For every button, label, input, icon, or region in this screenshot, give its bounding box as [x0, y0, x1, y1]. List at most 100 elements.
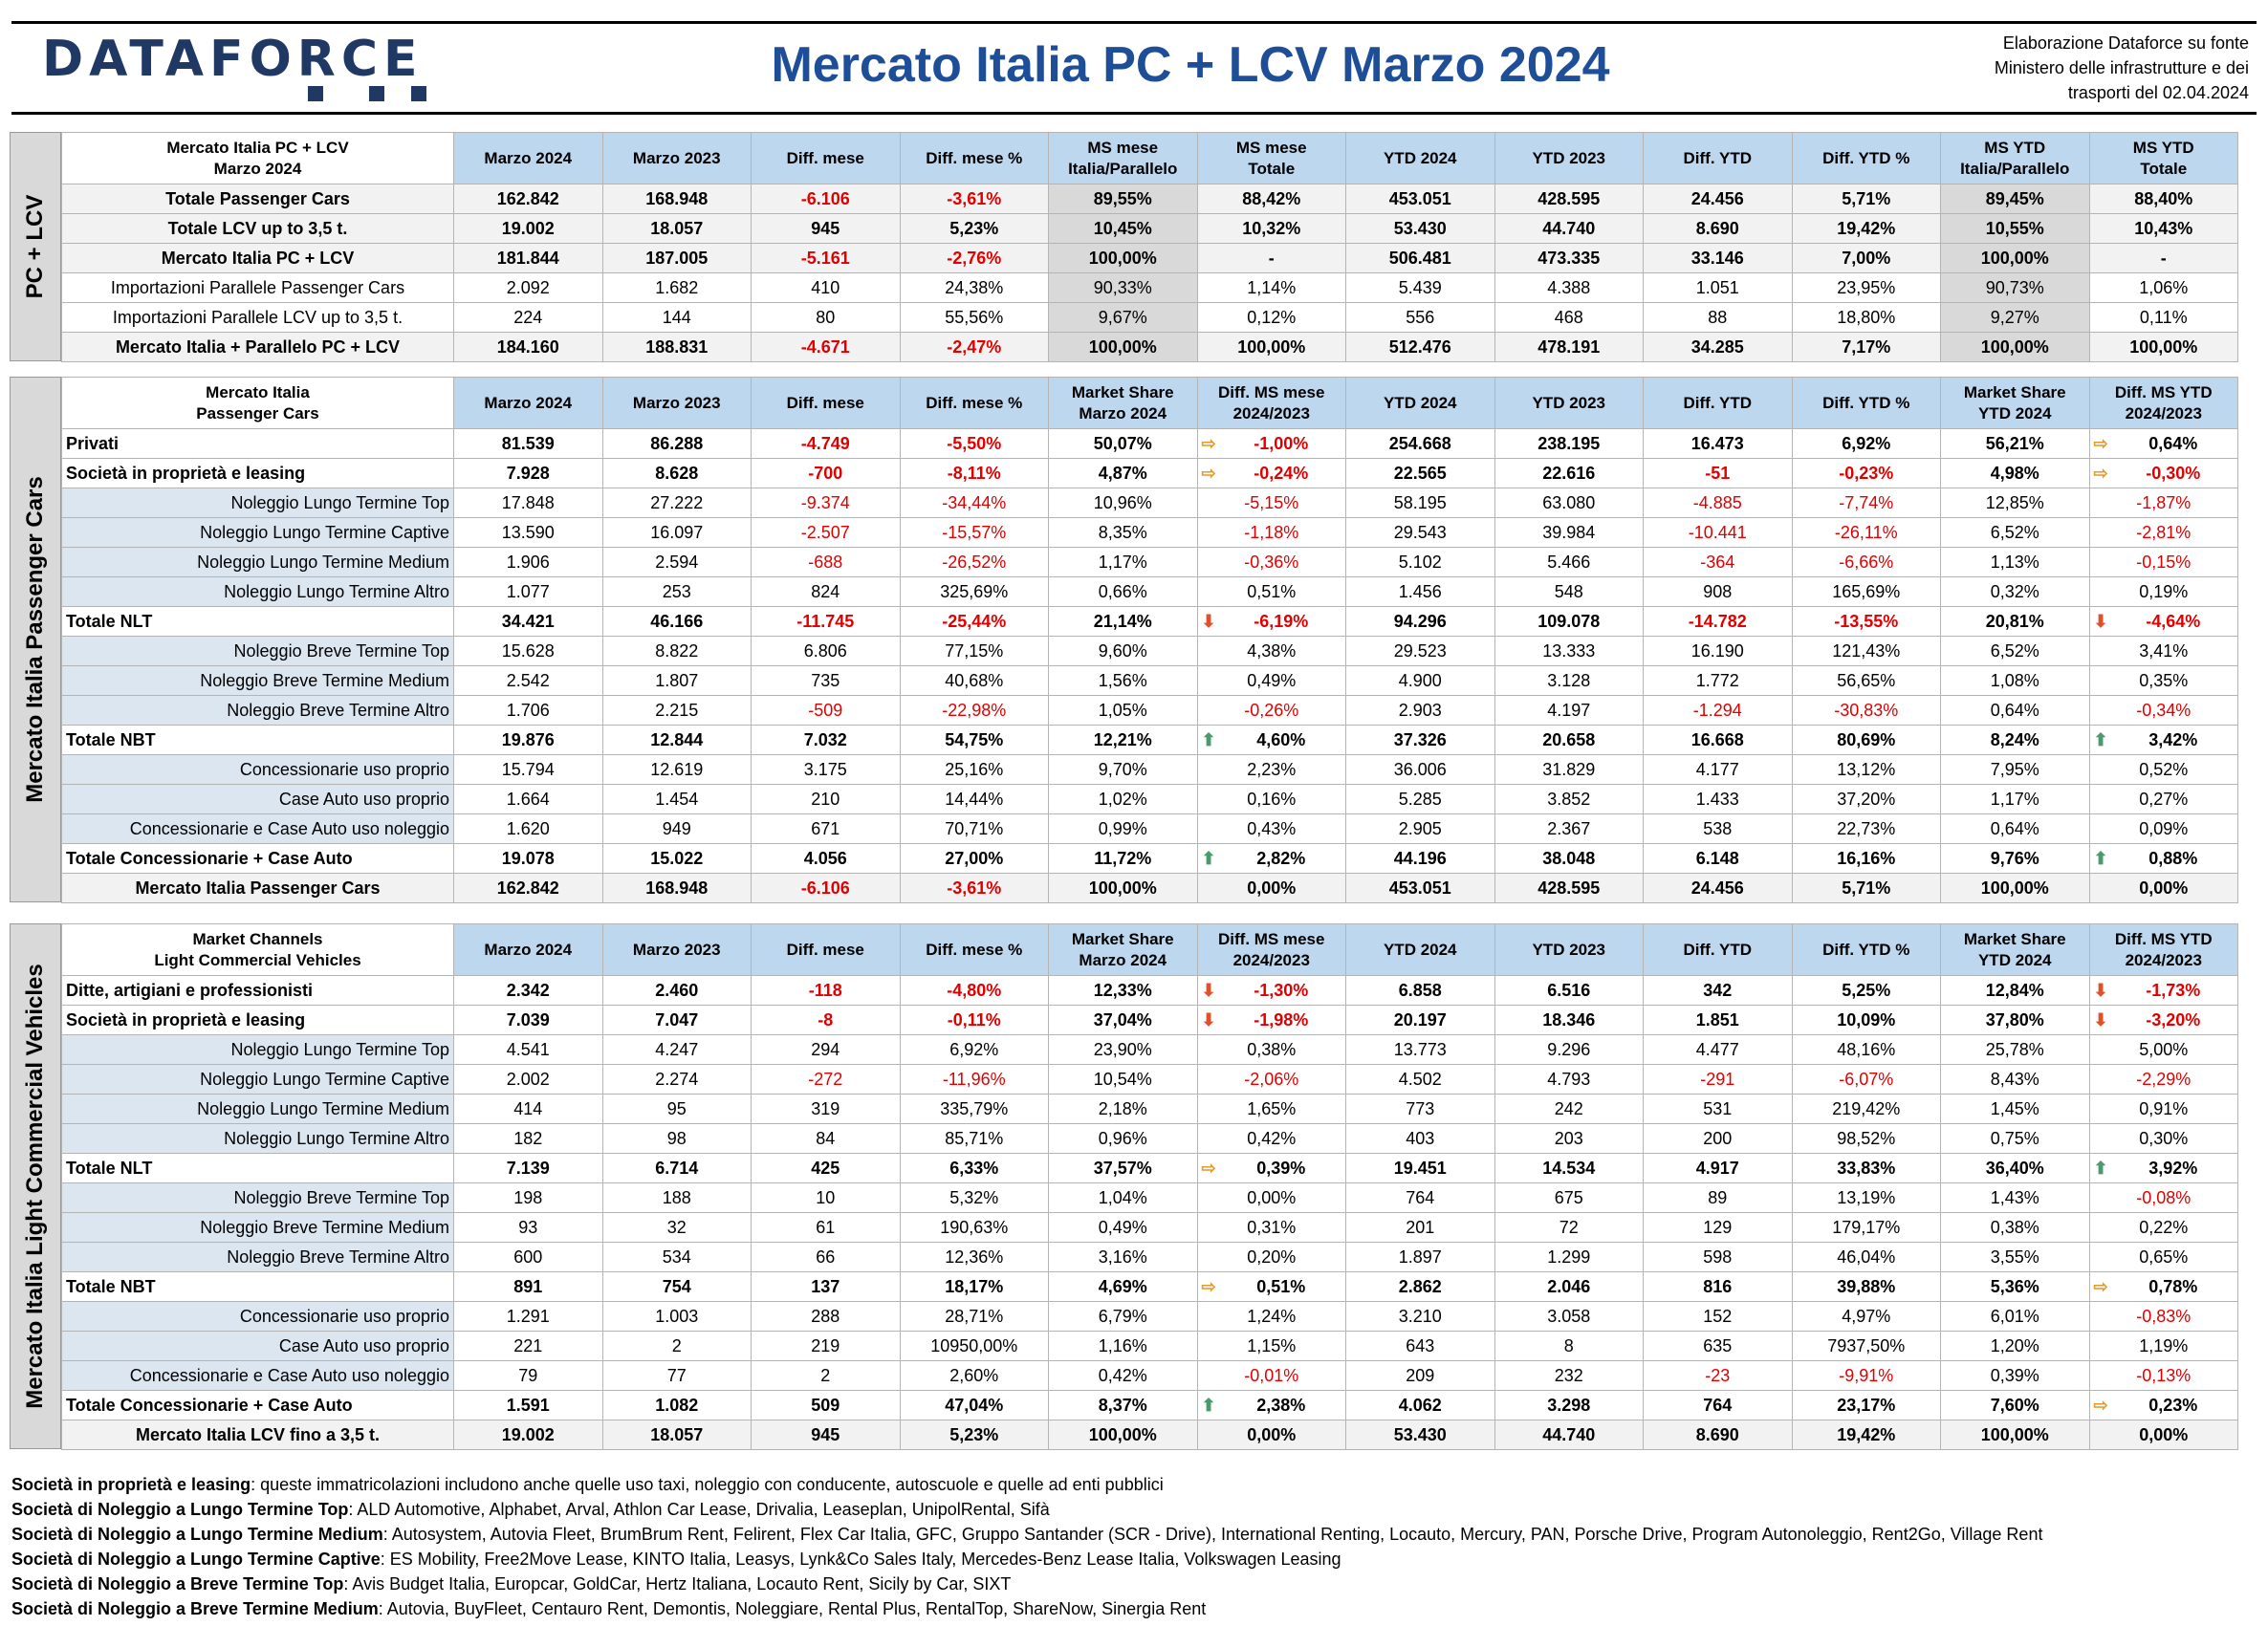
row-label: Importazioni Parallele LCV up to 3,5 t. [61, 302, 454, 333]
column-header: Market Share YTD 2024 [1940, 377, 2090, 429]
table-cell: 95 [601, 1094, 752, 1124]
table-cell: 1.772 [1643, 665, 1793, 696]
table-cell: 85,71% [899, 1123, 1049, 1154]
table-row: Mercato Italia Passenger Cars 162.842 168.… [61, 873, 2238, 903]
footnote-line: Società di Noleggio a Breve Termine Medi… [11, 1596, 2042, 1621]
table-cell: -6.106 [751, 184, 901, 214]
table-cell: 9.296 [1494, 1034, 1644, 1065]
table-cell: 0,00% [2088, 873, 2238, 903]
table-row: Società in proprietà e leasing 7.039 7.047… [61, 1005, 2238, 1035]
arrow-right-icon: ⇨ [1201, 1158, 1216, 1178]
table-cell: ⇨ -1,00% [1196, 428, 1346, 459]
table-cell: -4,80% [899, 975, 1049, 1006]
table-cell: -3,61% [899, 873, 1049, 903]
table-cell: -11,96% [899, 1064, 1049, 1095]
table-row: Totale Concessionarie + Case Auto 19.078 1… [61, 843, 2238, 874]
table-cell: 18.057 [601, 213, 752, 244]
table-cell: 0,09% [2088, 813, 2238, 844]
table-cell: 7.047 [601, 1005, 752, 1035]
table-cell: 19.002 [453, 1420, 603, 1450]
table-cell: -0,23% [1791, 458, 1941, 488]
table-cell: 90,73% [1940, 272, 2090, 303]
table-cell: 8.690 [1643, 1420, 1793, 1450]
table-cell: 6.806 [751, 636, 901, 666]
row-label: Ditte, artigiani e professionisti [61, 975, 454, 1006]
table-row: Concessionarie e Case Auto uso noleggio 7… [61, 1360, 2238, 1391]
table-cell: -10.441 [1643, 517, 1793, 548]
table-cell: 0,30% [2088, 1123, 2238, 1154]
table-cell: 8,43% [1940, 1064, 2090, 1095]
table-cell: 10,45% [1048, 213, 1198, 244]
table-cell: 11,72% [1048, 843, 1198, 874]
table-cell: 13.333 [1494, 636, 1644, 666]
row-label: Società in proprietà e leasing [61, 458, 454, 488]
table-cell: 200 [1643, 1123, 1793, 1154]
table-cell: -25,44% [899, 606, 1049, 637]
table-cell: -5,15% [1196, 488, 1346, 518]
cell-value: 4,60% [1256, 729, 1306, 749]
table-cell: 37,04% [1048, 1005, 1198, 1035]
table-cell: 46,04% [1791, 1242, 1941, 1272]
table-cell: 773 [1345, 1094, 1495, 1124]
table-cell: 15.628 [453, 636, 603, 666]
table-cell: 63.080 [1494, 488, 1644, 518]
table-cell: 18.346 [1494, 1005, 1644, 1035]
table-cell: 24,38% [899, 272, 1049, 303]
table-cell: 10,54% [1048, 1064, 1198, 1095]
column-header: Marzo 2024 [453, 377, 603, 429]
footnote-line: Società di Noleggio a Lungo Termine Medi… [11, 1522, 2042, 1547]
table-cell: 36,40% [1940, 1153, 2090, 1183]
source-line: Ministero delle infrastrutture e dei [1994, 58, 2249, 77]
table-cell: 506.481 [1345, 243, 1495, 273]
table-cell: 5,71% [1791, 184, 1941, 214]
cell-value: -1,30% [1254, 980, 1309, 1000]
table-row: Noleggio Breve Termine Top 15.628 8.822 6.8… [61, 636, 2238, 666]
table-title: Mercato Italia PC + LCV Marzo 2024 [61, 132, 454, 184]
cell-value: 0,23% [2148, 1395, 2198, 1415]
table-cell: 6.858 [1345, 975, 1495, 1006]
table-cell: -8 [751, 1005, 901, 1035]
table-cell: 16,16% [1791, 843, 1941, 874]
table-cell: -14.782 [1643, 606, 1793, 637]
table-cell: 335,79% [899, 1094, 1049, 1124]
table-cell: ⬇ -3,20% [2088, 1005, 2238, 1035]
table-cell: ⬆ 3,92% [2088, 1153, 2238, 1183]
table-cell: 14.534 [1494, 1153, 1644, 1183]
table-row: Mercato Italia LCV fino a 3,5 t. 19.002 18… [61, 1420, 2238, 1450]
table-cell: 18.057 [601, 1420, 752, 1450]
table-cell: 949 [601, 813, 752, 844]
table-title: Mercato Italia Passenger Cars [61, 377, 454, 429]
table-row: Mercato Italia + Parallelo PC + LCV 184.1… [61, 332, 2238, 362]
table-cell: 0,19% [2088, 576, 2238, 607]
column-header: Diff. MS YTD 2024/2023 [2088, 377, 2238, 429]
section-lcv: Mercato Italia Light Commercial Vehicles… [10, 923, 2257, 1450]
table-cell: 0,00% [1196, 1182, 1346, 1213]
table-cell: 12,33% [1048, 975, 1198, 1006]
table-cell: -0,83% [2088, 1301, 2238, 1332]
table-cell: ⬇ -1,30% [1196, 975, 1346, 1006]
row-label: Totale Concessionarie + Case Auto [61, 843, 454, 874]
row-label: Mercato Italia PC + LCV [61, 243, 454, 273]
table-cell: 32 [601, 1212, 752, 1243]
table-cell: 1,16% [1048, 1331, 1198, 1361]
table-cell: 1.454 [601, 784, 752, 814]
table-row: Noleggio Lungo Termine Medium 1.906 2.594-… [61, 547, 2238, 577]
table-cell: 2.342 [453, 975, 603, 1006]
table-cell: 254.668 [1345, 428, 1495, 459]
section-side-label: Mercato Italia Passenger Cars [10, 377, 61, 902]
table-row: Concessionarie uso proprio 1.291 1.003 288 2… [61, 1301, 2238, 1332]
row-label: Noleggio Lungo Termine Medium [61, 547, 454, 577]
table-cell: 55,56% [899, 302, 1049, 333]
cell-value: 0,51% [1256, 1276, 1306, 1296]
table-cell: 24.456 [1643, 184, 1793, 214]
table-cell: 18,17% [899, 1271, 1049, 1302]
row-label: Noleggio Breve Termine Altro [61, 1242, 454, 1272]
column-header: Diff. YTD [1643, 132, 1793, 184]
arrow-up-icon: ⬆ [1201, 848, 1216, 868]
cell-value: -0,24% [1254, 463, 1309, 483]
column-header: Marzo 2023 [601, 923, 752, 976]
arrow-right-icon: ⇨ [1201, 1276, 1216, 1296]
table-cell: 2.542 [453, 665, 603, 696]
table-cell: 16.190 [1643, 636, 1793, 666]
row-label: Mercato Italia LCV fino a 3,5 t. [61, 1420, 454, 1450]
